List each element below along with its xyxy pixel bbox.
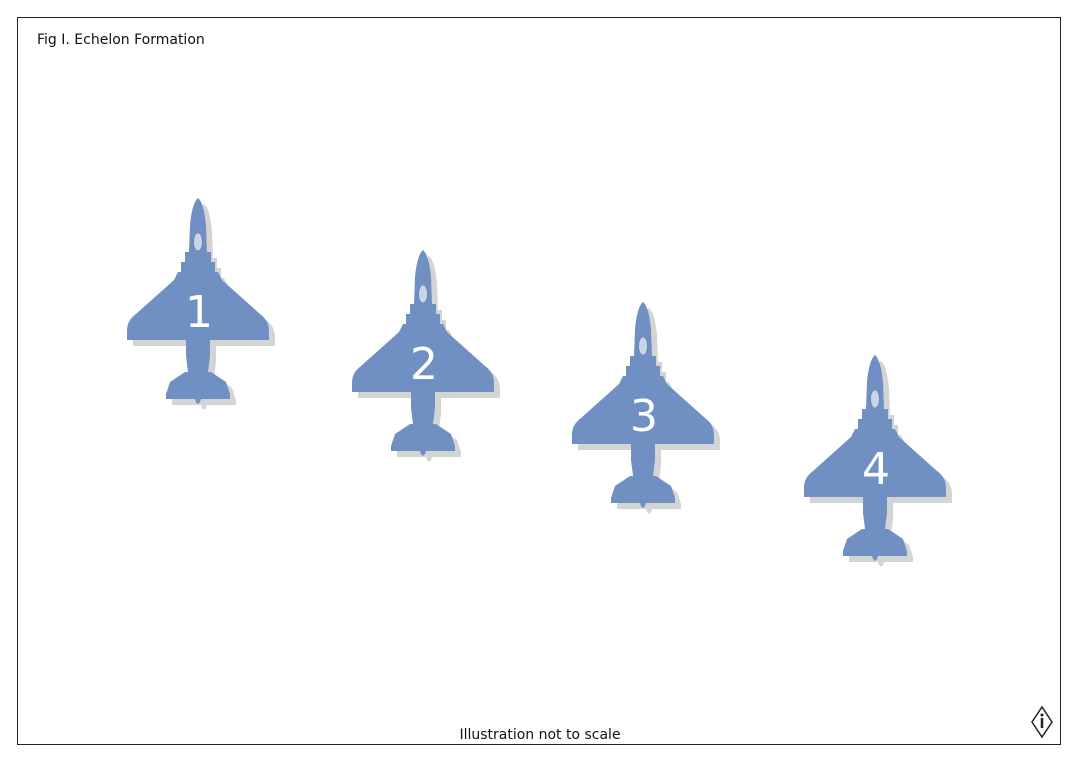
figure-frame bbox=[17, 17, 1061, 745]
cockpit-canopy bbox=[193, 232, 203, 252]
aircraft-4: 4 bbox=[804, 355, 952, 567]
aircraft-number: 4 bbox=[862, 444, 890, 495]
north-indicator-icon bbox=[1031, 705, 1053, 739]
scale-note: Illustration not to scale bbox=[459, 727, 621, 743]
figure-title: Fig I. Echelon Formation bbox=[37, 32, 205, 48]
cockpit-canopy bbox=[638, 336, 648, 356]
cockpit-canopy bbox=[870, 389, 880, 409]
aircraft-3: 3 bbox=[572, 302, 720, 514]
cockpit-canopy bbox=[418, 284, 428, 304]
aircraft-2: 2 bbox=[352, 250, 500, 462]
aircraft-number: 3 bbox=[630, 391, 658, 442]
aircraft-number: 2 bbox=[410, 339, 438, 390]
aircraft-1: 1 bbox=[127, 198, 275, 410]
aircraft-number: 1 bbox=[185, 287, 213, 338]
